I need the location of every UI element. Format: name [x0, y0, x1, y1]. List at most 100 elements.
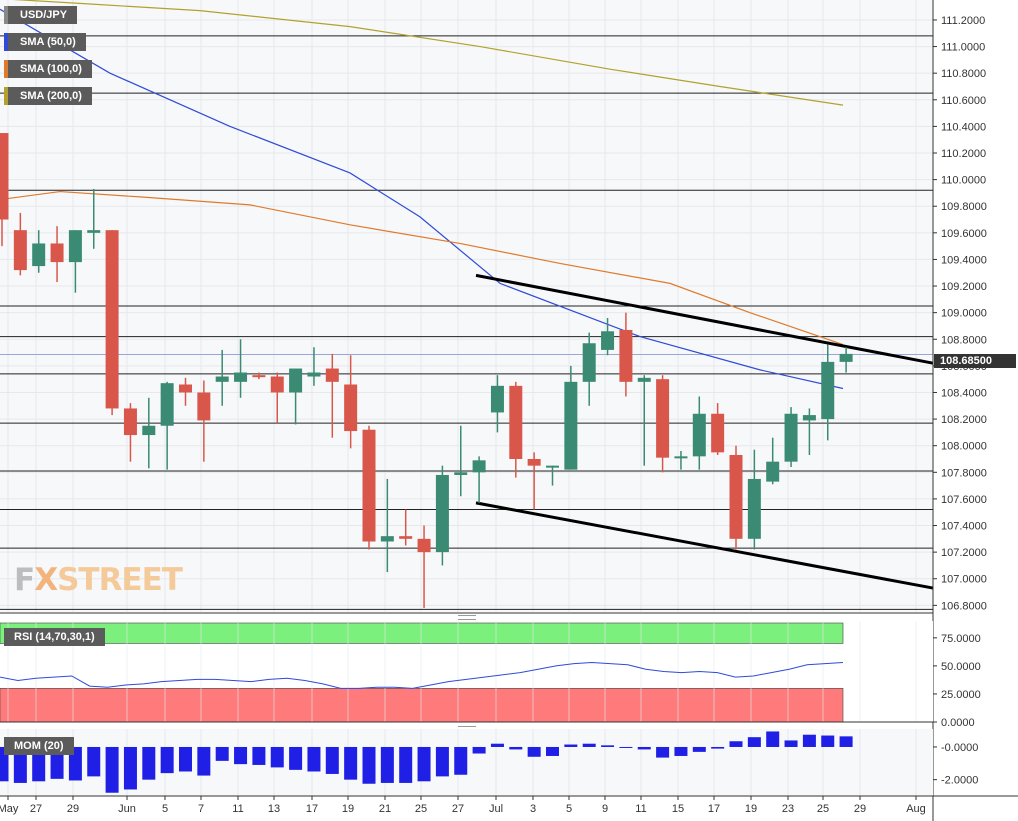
price-tick-label: 110.8000 — [941, 68, 986, 80]
price-tick-label: 107.6000 — [941, 494, 987, 506]
momentum-bar — [711, 746, 725, 749]
candle-body — [527, 459, 541, 466]
momentum-bar — [509, 746, 523, 750]
candle — [417, 525, 431, 609]
current-price-tag: 108.68500 — [934, 354, 1016, 368]
panel-resize-handle[interactable] — [458, 722, 476, 727]
momentum-bar — [656, 746, 670, 758]
candle-body — [307, 372, 321, 377]
candle — [674, 451, 688, 470]
x-tick-label: 23 — [782, 803, 794, 815]
momentum-bar — [619, 746, 633, 748]
momentum-bar — [546, 746, 559, 756]
trendline — [475, 501, 934, 590]
panel-resize-handle[interactable] — [458, 615, 476, 620]
candle — [270, 372, 284, 424]
candle-body — [490, 385, 504, 413]
price-tick-label: 109.2000 — [941, 281, 987, 293]
x-tick-label: 19 — [745, 803, 757, 815]
sma200-line — [12, 0, 844, 106]
rsi-tick-label: 25.0000 — [941, 689, 981, 701]
candle-body — [472, 460, 486, 473]
candle-body — [582, 343, 596, 382]
candle-body — [656, 379, 670, 458]
candle — [234, 339, 248, 398]
candle — [179, 377, 192, 406]
candle-body — [197, 392, 211, 421]
momentum-bar — [197, 746, 211, 776]
instrument-label: USD/JPY — [4, 6, 78, 24]
candle — [252, 372, 266, 380]
x-tick-label: Jul — [489, 803, 503, 815]
momentum-bar — [13, 746, 27, 783]
x-tick-label: Jun — [118, 803, 136, 815]
candle-body — [802, 415, 816, 421]
x-tick-label: 27 — [30, 803, 42, 815]
x-tick-label: 29 — [854, 803, 866, 815]
momentum-bar — [179, 746, 192, 772]
candle-body — [674, 456, 688, 459]
candle-body — [123, 408, 137, 436]
candle — [50, 226, 64, 283]
candle — [68, 230, 82, 293]
candle — [197, 380, 211, 462]
candle — [711, 403, 725, 456]
momentum-bar — [68, 746, 82, 781]
momentum-bar — [435, 746, 449, 777]
momentum-bar — [747, 737, 761, 747]
rsi-tick-label: 0.0000 — [941, 717, 975, 729]
x-tick-label: 25 — [415, 803, 427, 815]
candle-body — [784, 413, 798, 462]
momentum-bar — [472, 746, 486, 754]
momentum-bar — [821, 735, 835, 747]
candle — [142, 397, 156, 469]
candle — [0, 133, 9, 247]
price-tick-label: 107.2000 — [941, 547, 987, 559]
candle — [729, 445, 743, 550]
price-tick-label: 110.0000 — [941, 175, 986, 187]
momentum-bar — [289, 746, 303, 770]
candle-body — [13, 230, 27, 271]
fxstreet-watermark: FXSTREET — [14, 562, 183, 598]
x-tick-label: 11 — [232, 803, 243, 815]
candle — [509, 381, 523, 478]
candle-body — [435, 474, 449, 553]
candle — [399, 509, 413, 546]
axis-background — [933, 0, 1018, 821]
momentum-bar — [601, 745, 615, 747]
momentum-bar — [564, 744, 578, 747]
candle-body — [399, 536, 413, 539]
momentum-bar — [270, 746, 284, 768]
x-tick-label: 11 — [635, 803, 646, 815]
sma50-line — [0, 8, 844, 390]
momentum-bar — [802, 734, 816, 747]
momentum-tick-label: -2.0000 — [941, 775, 978, 787]
momentum-bar — [527, 746, 541, 757]
candle-body — [417, 538, 431, 553]
candle-body — [179, 384, 192, 393]
candle-body — [637, 377, 651, 382]
candle-body — [839, 353, 853, 362]
price-tick-label: 110.4000 — [941, 121, 986, 133]
rsi-label: RSI (14,70,30,1) — [4, 628, 105, 646]
candle — [802, 408, 816, 456]
momentum-bar — [637, 746, 651, 750]
momentum-bar — [160, 746, 174, 774]
x-tick-label: 3 — [530, 803, 536, 815]
candle — [215, 349, 229, 406]
momentum-bar — [380, 746, 394, 783]
candle — [472, 456, 486, 503]
candle — [105, 230, 119, 416]
momentum-bar — [582, 743, 596, 747]
price-tick-label: 107.4000 — [941, 521, 987, 533]
candle — [307, 347, 321, 386]
momentum-bar — [234, 746, 248, 765]
candle-body — [252, 375, 266, 378]
candle-body — [87, 230, 101, 233]
x-tick-label: 17 — [708, 803, 720, 815]
x-tick-label: 25 — [817, 803, 829, 815]
sma100-legend: SMA (100,0) — [4, 60, 92, 78]
candle — [289, 368, 303, 425]
x-tick-label: 5 — [162, 803, 168, 815]
